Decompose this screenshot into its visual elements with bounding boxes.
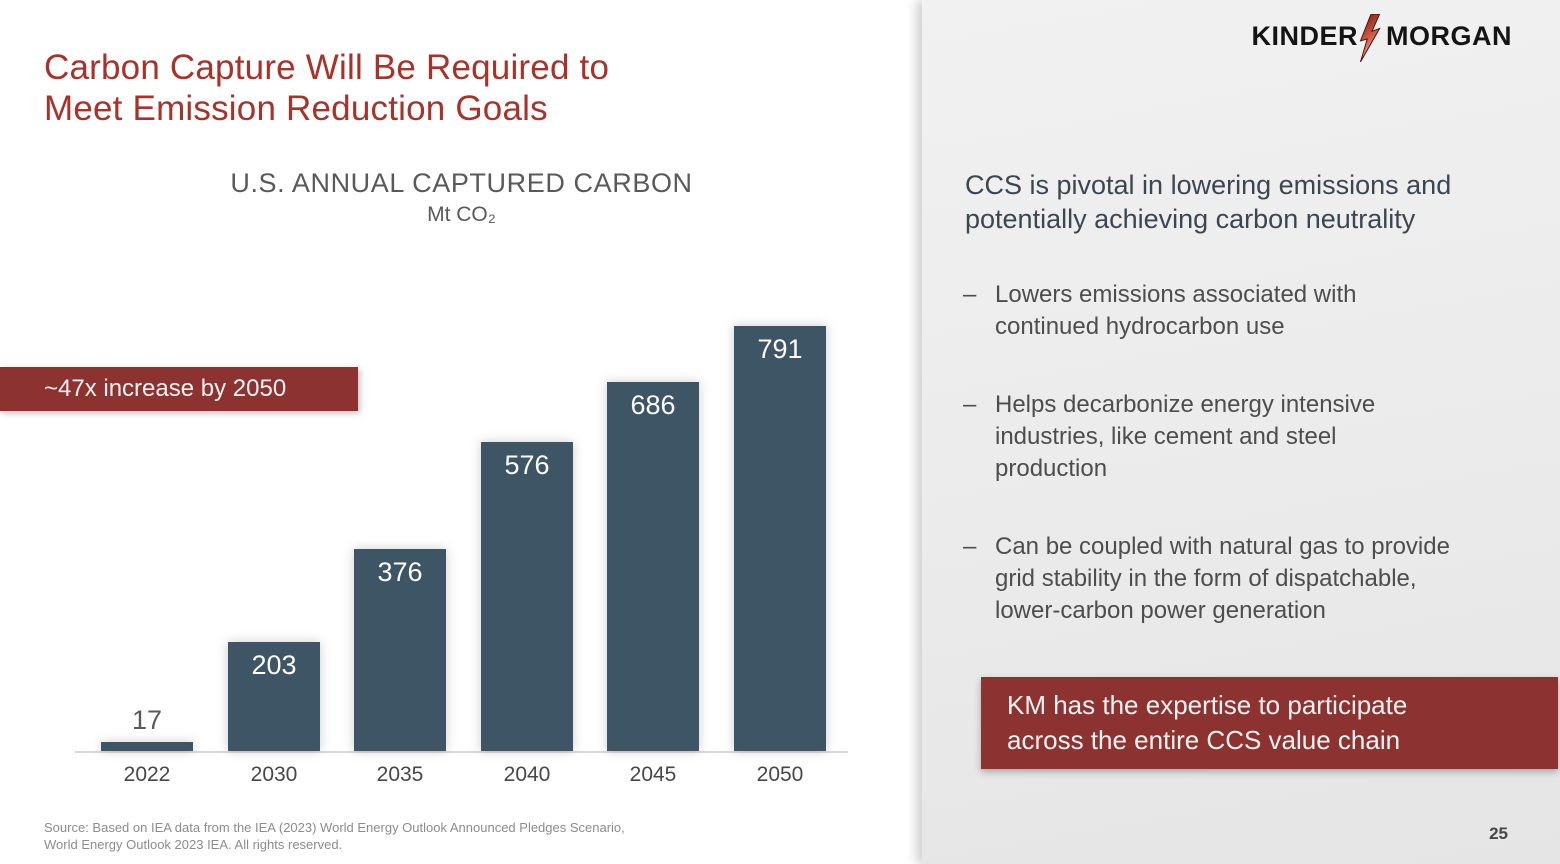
- bar-value-2045: 686: [630, 390, 676, 420]
- slide-title-line2: Meet Emission Reduction Goals: [44, 89, 548, 129]
- bar-2022: [101, 742, 193, 751]
- source-line2: World Energy Outlook 2023 IEA. All right…: [44, 837, 343, 852]
- lightning-bolt-icon: [1359, 14, 1381, 62]
- logo-text-kinder: KINDER: [1251, 20, 1358, 51]
- bullet-item-3: – Can be coupled with natural gas to prov…: [963, 531, 1450, 627]
- bullet-text: Helps decarbonize energy intensive indust…: [995, 391, 1376, 482]
- x-tick-2035: 2035: [376, 763, 424, 786]
- km-box-text: KM has the expertise to participate acro…: [1007, 688, 1407, 758]
- km-expertise-box: KM has the expertise to participate acro…: [981, 677, 1558, 769]
- km-box-line2: across the entire CCS value chain: [1007, 725, 1401, 755]
- bullet-text: Lowers emissions associated with continue…: [995, 281, 1357, 340]
- bullet-item-1: – Lowers emissions associated with continu…: [963, 279, 1450, 343]
- dash-bullet-icon: –: [963, 281, 977, 308]
- source-line1: Source: Based on IEA data from the IEA (…: [44, 820, 625, 835]
- bar-value-2040: 576: [504, 450, 550, 480]
- bullet-list: – Lowers emissions associated with continu…: [963, 279, 1450, 673]
- bar-2040: 576: [481, 442, 573, 751]
- chart-title: U.S. ANNUAL CAPTURED CARBON: [230, 168, 693, 198]
- slide-title-line1: Carbon Capture Will Be Required to: [44, 48, 610, 88]
- bar-2030: 203: [228, 642, 320, 751]
- bullet-text: Can be coupled with natural gas to provi…: [995, 533, 1450, 624]
- panel-heading-line2: potentially achieving carbon neutrality: [965, 204, 1416, 234]
- bar-2050: 791: [734, 326, 826, 751]
- bar-value-2035: 376: [377, 557, 423, 587]
- slide-title: Carbon Capture Will Be Required to Meet …: [44, 47, 609, 129]
- x-tick-2050: 2050: [756, 763, 804, 786]
- info-panel: KINDER MORGAN CCS is pivotal in lowering…: [922, 0, 1560, 864]
- source-note: Source: Based on IEA data from the IEA (…: [44, 819, 625, 853]
- panel-heading: CCS is pivotal in lowering emissions and…: [965, 168, 1451, 236]
- km-box-line1: KM has the expertise to participate: [1007, 690, 1408, 720]
- x-tick-2022: 2022: [123, 763, 171, 786]
- x-tick-2040: 2040: [503, 763, 551, 786]
- bullet-item-2: – Helps decarbonize energy intensive indus…: [963, 389, 1450, 485]
- kinder-morgan-logo: KINDER MORGAN: [1251, 12, 1512, 62]
- bar-value-2050: 791: [757, 334, 803, 364]
- x-tick-2045: 2045: [629, 763, 677, 786]
- panel-heading-line1: CCS is pivotal in lowering emissions and: [965, 170, 1452, 200]
- page-number: 25: [1489, 824, 1508, 843]
- logo-text-morgan: MORGAN: [1386, 20, 1512, 51]
- dash-bullet-icon: –: [963, 391, 977, 418]
- bar-value-2022: 17: [131, 705, 163, 735]
- bar-plot: 17 2022 203 2030 376 2035 576 2040 686 2045 791 205…: [75, 300, 848, 786]
- x-tick-2030: 2030: [250, 763, 298, 786]
- increase-callout: ~47x increase by 2050: [0, 367, 358, 411]
- bar-2045: 686: [607, 382, 699, 751]
- bar-2035: 376: [354, 549, 446, 751]
- bar-value-2030: 203: [251, 650, 297, 680]
- chart-units-label: Mt CO₂: [427, 203, 496, 226]
- dash-bullet-icon: –: [963, 533, 977, 560]
